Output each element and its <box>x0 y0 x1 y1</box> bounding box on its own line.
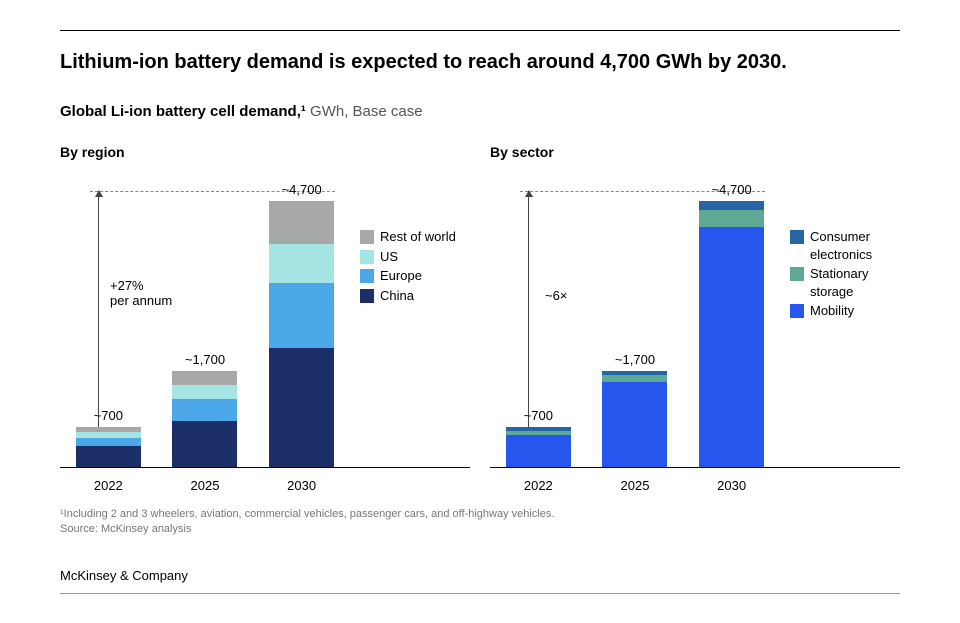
bar-segment <box>172 371 237 385</box>
sector-title: By sector <box>490 144 900 160</box>
subtitle-light: GWh, Base case <box>310 103 423 120</box>
x-axis-label: 2025 <box>170 478 240 493</box>
bar-stack <box>602 371 667 467</box>
legend-label: Europe <box>380 267 422 285</box>
legend-swatch <box>360 269 374 283</box>
legend-item: US <box>360 248 470 266</box>
legend-swatch <box>790 304 804 318</box>
bar-group: ~1,700 <box>600 352 670 467</box>
bar-segment <box>76 438 141 446</box>
region-legend: Rest of world USEurope China <box>360 228 470 306</box>
legend-swatch <box>790 230 804 244</box>
bar-stack <box>269 201 334 467</box>
bar-total-label: ~700 <box>524 408 553 423</box>
sector-legend: Consumer electronicsStationary storage Mo… <box>790 228 900 322</box>
bar-segment <box>699 210 764 227</box>
sector-plot: ~6× ~700~1,700~4,700 Consumer electronic… <box>490 168 900 468</box>
bar-segment <box>269 244 334 284</box>
region-xlabels: 2022 2025 2030 <box>60 478 470 493</box>
bar-segment <box>269 348 334 467</box>
bar-group: ~700 <box>503 408 573 467</box>
bar-segment <box>699 227 764 467</box>
subtitle: Global Li-ion battery cell demand,¹ GWh,… <box>60 103 900 120</box>
legend-label: China <box>380 287 414 305</box>
legend-item: Europe <box>360 267 470 285</box>
footnote-line1: ¹Including 2 and 3 wheelers, aviation, c… <box>60 507 900 522</box>
legend-swatch <box>360 289 374 303</box>
bar-segment <box>172 421 237 467</box>
page-title: Lithium-ion battery demand is expected t… <box>60 49 900 75</box>
bar-segment <box>172 399 237 420</box>
bar-segment <box>699 201 764 209</box>
legend-item: Consumer electronics <box>790 228 900 263</box>
bar-segment <box>602 375 667 382</box>
bar-stack <box>699 201 764 467</box>
legend-swatch <box>360 230 374 244</box>
bar-total-label: ~4,700 <box>282 182 322 197</box>
region-panel: By region +27% per annum ~700~1,700~4,70… <box>60 144 470 493</box>
legend-label: Stationary storage <box>810 265 900 300</box>
footnote: ¹Including 2 and 3 wheelers, aviation, c… <box>60 507 900 538</box>
footnote-line2: Source: McKinsey analysis <box>60 522 900 537</box>
legend-item: Rest of world <box>360 228 470 246</box>
bar-group: ~1,700 <box>170 352 240 467</box>
bar-total-label: ~4,700 <box>712 182 752 197</box>
top-rule <box>60 30 900 31</box>
bar-stack <box>172 371 237 467</box>
charts-row: By region +27% per annum ~700~1,700~4,70… <box>60 144 900 493</box>
x-axis-label: 2025 <box>600 478 670 493</box>
x-axis-label: 2022 <box>73 478 143 493</box>
bar-group: ~700 <box>73 408 143 467</box>
sector-panel: By sector ~6× ~700~1,700~4,700 Consumer … <box>490 144 900 493</box>
bar-segment <box>269 201 334 243</box>
legend-label: Mobility <box>810 302 854 320</box>
bar-segment <box>76 446 141 467</box>
bottom-rule <box>60 593 900 594</box>
bar-total-label: ~700 <box>94 408 123 423</box>
region-plot: +27% per annum ~700~1,700~4,700 Rest of … <box>60 168 470 468</box>
sector-xlabels: 2022 2025 2030 <box>490 478 900 493</box>
bar-segment <box>172 385 237 399</box>
bar-stack <box>506 427 571 467</box>
legend-label: Rest of world <box>380 228 456 246</box>
legend-label: Consumer electronics <box>810 228 900 263</box>
bar-segment <box>269 283 334 348</box>
bar-stack <box>76 427 141 467</box>
bar-segment <box>602 382 667 467</box>
bar-total-label: ~1,700 <box>615 352 655 367</box>
sector-bars: ~700 ~1,700 ~4,700 <box>490 168 780 467</box>
x-axis-label: 2030 <box>697 478 767 493</box>
bar-group: ~4,700 <box>697 182 767 467</box>
legend-label: US <box>380 248 398 266</box>
legend-item: China <box>360 287 470 305</box>
bar-segment <box>506 435 571 467</box>
region-title: By region <box>60 144 470 160</box>
subtitle-bold: Global Li-ion battery cell demand,¹ <box>60 103 310 120</box>
bar-total-label: ~1,700 <box>185 352 225 367</box>
x-axis-label: 2022 <box>503 478 573 493</box>
bar-group: ~4,700 <box>267 182 337 467</box>
legend-swatch <box>790 267 804 281</box>
region-bars: ~700 ~1,700 ~4,700 <box>60 168 350 467</box>
legend-item: Stationary storage <box>790 265 900 300</box>
legend-swatch <box>360 250 374 264</box>
legend-item: Mobility <box>790 302 900 320</box>
x-axis-label: 2030 <box>267 478 337 493</box>
company-name: McKinsey & Company <box>60 568 900 583</box>
